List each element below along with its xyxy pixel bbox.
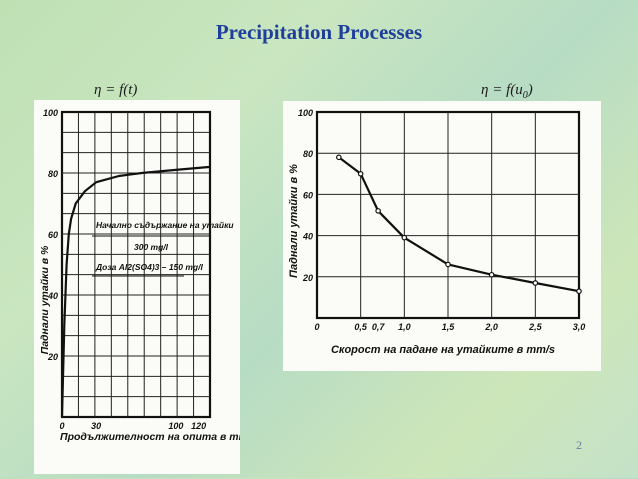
formula-right-close: ) xyxy=(527,82,533,98)
y-tick-label: 60 xyxy=(303,190,313,200)
data-point xyxy=(336,154,342,161)
chart-right-scan: 20 40 60 80 100 0 0,5 0,7 1,0 1,5 2,0 2,5 3,0 Скорост… xyxy=(283,101,601,371)
data-point xyxy=(532,280,539,286)
y-axis-label: Паднали утайки в % xyxy=(288,164,300,278)
formula-right-text: η = f(u xyxy=(481,82,523,98)
y-tick-label: 100 xyxy=(43,108,58,118)
formula-right: η = f(u0) xyxy=(481,82,533,101)
x-tick-label: 0 xyxy=(59,421,64,431)
x-tick-label: 1,0 xyxy=(398,322,411,332)
annotation-line: 300 mg/l xyxy=(134,242,169,252)
y-tick-label: 60 xyxy=(48,230,58,240)
x-tick-label: 100 xyxy=(168,421,183,431)
y-tick-label: 20 xyxy=(302,273,313,283)
data-point xyxy=(375,208,381,214)
chart-left-scan: 20 40 60 80 100 0 30 100 120 Продължителност на о… xyxy=(34,100,248,474)
y-tick-label: 40 xyxy=(47,291,58,301)
x-tick-label: 2,0 xyxy=(484,322,498,332)
data-line xyxy=(338,156,580,293)
y-tick-label: 100 xyxy=(298,108,313,118)
data-point xyxy=(401,234,408,241)
x-tick-label: 30 xyxy=(91,421,101,431)
formula-left-text: η = f(t) xyxy=(94,82,138,98)
x-axis-label: Продължителност на опита в min xyxy=(60,431,240,443)
data-point xyxy=(576,288,582,295)
page-number: 2 xyxy=(576,438,582,452)
chart-right: 20 40 60 80 100 0 0,5 0,7 1,0 1,5 2,0 2,5 3,0 Скорост… xyxy=(288,108,586,356)
data-point xyxy=(488,271,495,278)
plot-frame xyxy=(60,110,212,419)
annotation-line: Начално съдържание на утайки xyxy=(96,220,234,230)
y-tick-label: 80 xyxy=(48,169,58,179)
data-point xyxy=(357,171,364,177)
x-tick-label: 2,5 xyxy=(528,322,543,332)
x-tick-label: 120 xyxy=(191,421,206,431)
annotation-line: Доза Al2(SO4)3 – 150 mg/l xyxy=(95,262,203,272)
x-tick-label: 0 xyxy=(314,322,319,332)
x-tick-label: 0,7 xyxy=(372,322,386,332)
y-tick-label: 40 xyxy=(302,232,313,242)
y-tick-label: 20 xyxy=(47,352,58,362)
y-axis-label: Паднали утайки в % xyxy=(39,245,51,354)
x-axis-label: Скорост на падане на утайките в mm/s xyxy=(331,344,555,356)
formula-left: η = f(t) xyxy=(94,82,137,99)
formula-right-subscript: 0 xyxy=(522,90,528,101)
data-point xyxy=(445,261,451,268)
x-tick-label: 3,0 xyxy=(573,322,586,332)
y-tick-label: 80 xyxy=(303,149,313,159)
x-tick-label: 1,5 xyxy=(442,322,456,332)
x-tick-label: 0,5 xyxy=(354,322,368,332)
data-line xyxy=(60,165,211,418)
slide-title: Precipitation Processes xyxy=(215,20,423,44)
